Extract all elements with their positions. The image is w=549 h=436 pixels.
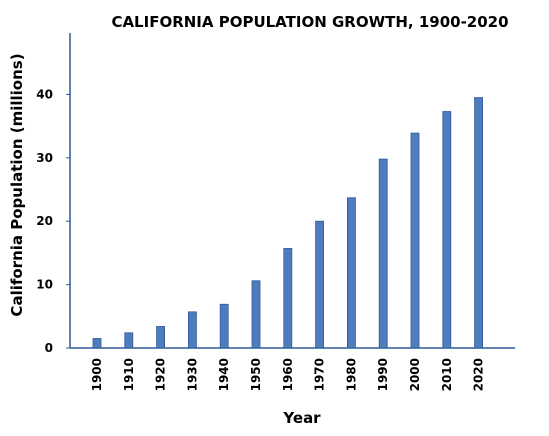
x-ticks: 1900 1910 1920 1930 1940 1950 1960 1970 1980 1990…: [90, 358, 486, 391]
x-tick-label: 1970: [313, 358, 327, 391]
x-tick-label: 1900: [90, 358, 104, 391]
y-axis-label: California Population (millions): [8, 53, 26, 316]
y-tick-label: 30: [36, 151, 53, 165]
bar-1920: [156, 326, 166, 349]
bar-1970: [315, 220, 325, 349]
bar-1990: [378, 158, 388, 349]
x-tick-label: 1940: [217, 358, 231, 391]
bar-1910: [124, 332, 134, 349]
x-tick-label: 1920: [154, 358, 168, 391]
x-tick-label: 2000: [408, 358, 422, 391]
x-axis-label: Year: [282, 409, 321, 427]
chart-title: CALIFORNIA POPULATION GROWTH, 1900-2020: [111, 13, 508, 31]
bar-2010: [442, 111, 452, 349]
x-tick-label: 1980: [344, 358, 358, 391]
bar-2020: [474, 97, 484, 349]
x-tick-label: 1930: [185, 358, 199, 391]
bar-1980: [346, 197, 356, 349]
x-tick-label: 1910: [122, 358, 136, 391]
bar-1900: [92, 338, 102, 349]
bar-1940: [219, 303, 229, 349]
y-tick-label: 0: [45, 341, 53, 355]
bar-2000: [410, 132, 420, 349]
x-tick-label: 1990: [376, 358, 390, 391]
y-tick-label: 10: [36, 278, 53, 292]
x-tick-label: 2010: [440, 358, 454, 391]
bar-1930: [187, 311, 197, 349]
y-tick-label: 20: [36, 214, 53, 228]
x-tick-label: 2020: [472, 358, 486, 391]
bars: [92, 97, 484, 349]
x-tick-label: 1960: [281, 358, 295, 391]
y-ticks: 0 10 20 30 40: [36, 87, 70, 355]
bar-1950: [251, 280, 261, 349]
y-tick-label: 40: [36, 87, 53, 101]
x-tick-label: 1950: [249, 358, 263, 391]
bar-1960: [283, 248, 293, 349]
